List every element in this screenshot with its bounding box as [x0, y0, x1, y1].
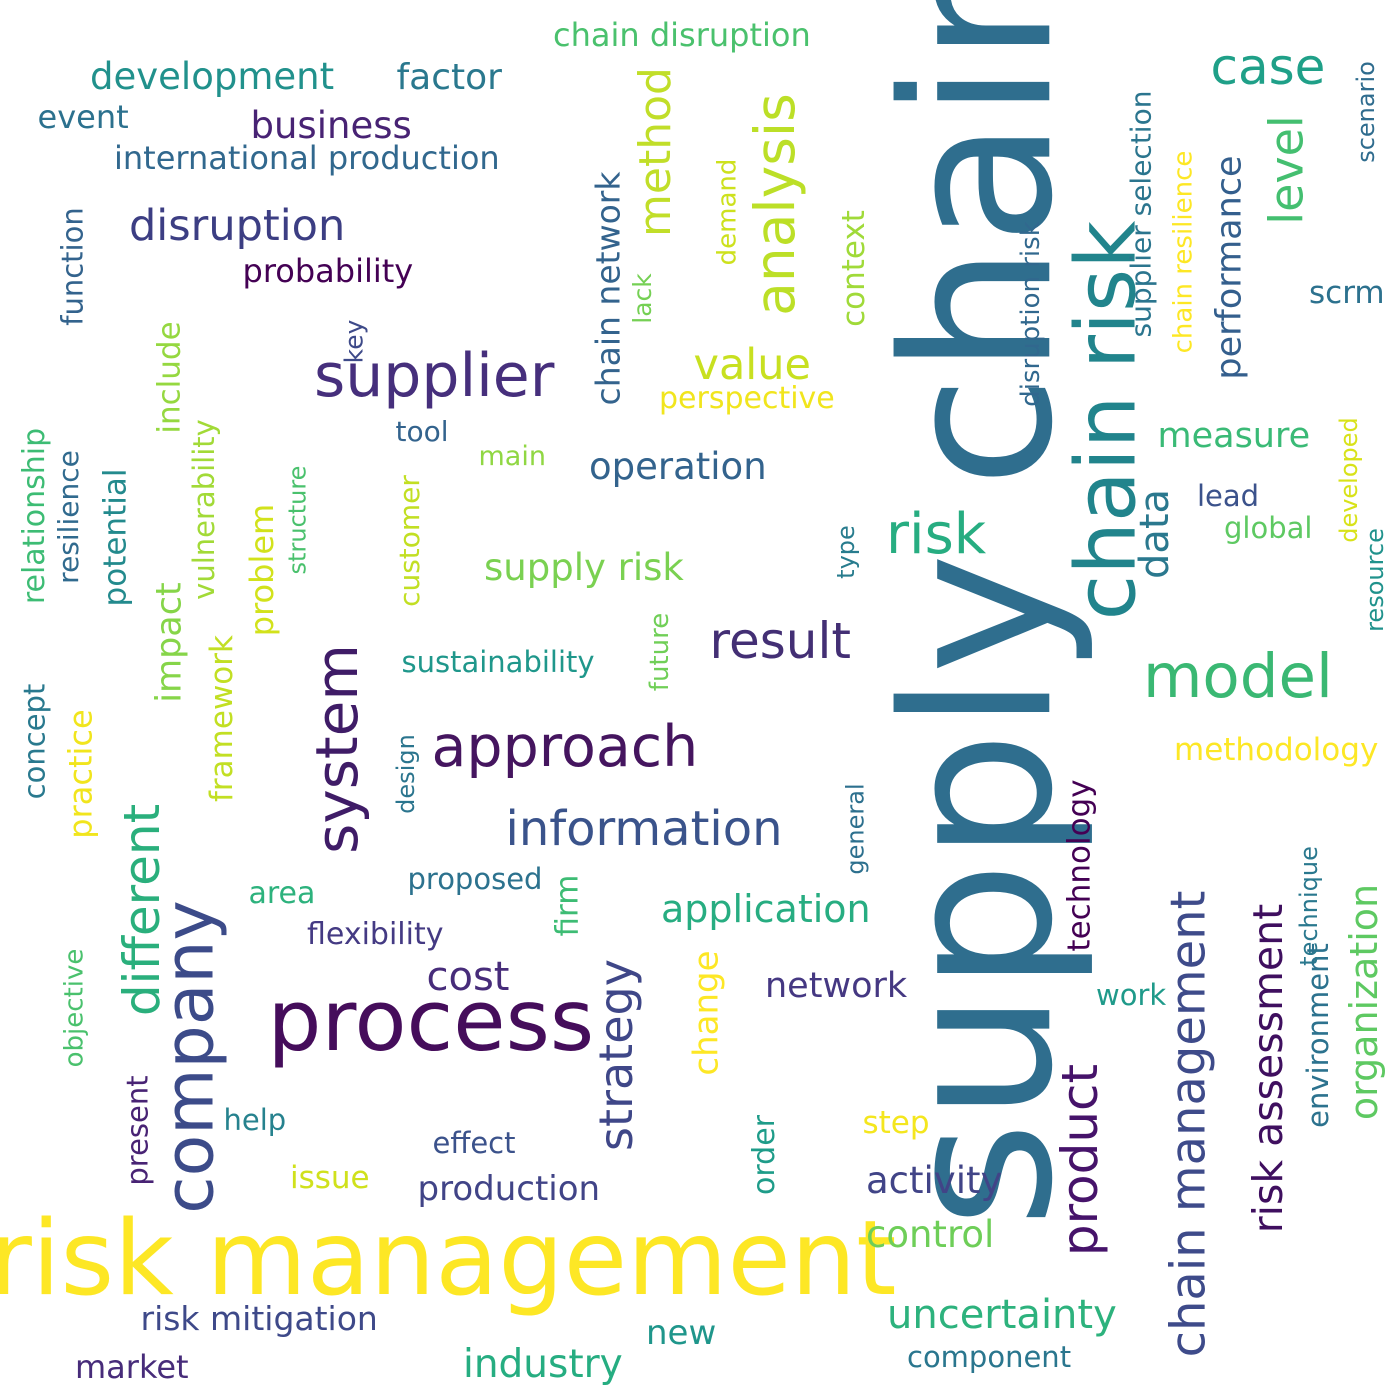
word-event: event [37, 98, 129, 136]
word-problem: problem [243, 503, 282, 637]
word-general: general [841, 783, 870, 875]
word-environment: environment [1300, 942, 1335, 1128]
word-scenario: scenario [1351, 61, 1380, 163]
word-lead: lead [1197, 478, 1260, 513]
word-global: global [1224, 510, 1313, 545]
word-factor: factor [396, 57, 502, 98]
word-information: information [505, 801, 783, 857]
word-component: component [907, 1339, 1072, 1374]
word-sustainability: sustainability [401, 644, 595, 679]
word-resource: resource [1360, 528, 1389, 632]
word-flexibility: flexibility [307, 917, 444, 952]
word-business: business [250, 103, 412, 147]
word-analysis: analysis [742, 92, 807, 316]
word-supplier: supplier [314, 341, 555, 411]
word-methodology: methodology [1174, 731, 1379, 768]
word-approach: approach [431, 713, 699, 780]
word-help: help [223, 1102, 287, 1137]
word-system: system [302, 644, 371, 854]
word-international-production: international production [114, 139, 500, 177]
word-different: different [113, 803, 172, 1017]
word-supply-risk: supply risk [484, 545, 684, 589]
word-method: method [629, 67, 681, 237]
word-include: include [151, 320, 188, 434]
word-potential: potential [97, 468, 134, 606]
word-effect: effect [432, 1125, 516, 1160]
word-new: new [646, 1313, 717, 1353]
word-function: function [55, 206, 90, 326]
word-performance: performance [1209, 154, 1250, 380]
word-measure: measure [1157, 415, 1311, 456]
word-developed: developed [1334, 417, 1363, 543]
word-value: value [693, 339, 811, 390]
word-customer: customer [392, 475, 426, 607]
word-probability: probability [242, 252, 414, 290]
word-control: control [866, 1212, 995, 1256]
word-disruption: disruption [129, 200, 346, 251]
word-supply-chain: supply chain [860, 0, 1099, 1228]
word-data: data [1132, 488, 1179, 580]
word-model: model [1143, 640, 1333, 712]
word-practice: practice [61, 709, 100, 839]
word-operation: operation [589, 444, 767, 488]
word-tool: tool [395, 415, 449, 448]
word-vulnerability: vulnerability [186, 418, 221, 600]
word-structure: structure [282, 465, 311, 575]
word-proposed: proposed [407, 861, 543, 896]
word-risk: risk [886, 502, 987, 567]
word-scrm: scrm [1309, 274, 1385, 311]
word-cost: cost [426, 954, 510, 1000]
word-concept: concept [17, 683, 52, 799]
word-market: market [75, 1348, 189, 1386]
word-framework: framework [203, 634, 240, 802]
word-step: step [862, 1104, 930, 1141]
word-risk-mitigation: risk mitigation [140, 1298, 378, 1338]
word-demand: demand [711, 158, 742, 266]
word-development: development [90, 54, 335, 98]
word-product: product [1051, 1063, 1110, 1257]
word-supplier-selection: supplier selection [1123, 90, 1157, 338]
word-case: case [1210, 38, 1326, 96]
word-firm: firm [549, 874, 586, 936]
word-activity: activity [866, 1158, 1003, 1202]
word-technology: technology [1061, 778, 1098, 952]
word-risk-assessment: risk assessment [1243, 903, 1292, 1233]
word-order: order [747, 1115, 782, 1195]
word-relationship: relationship [17, 427, 53, 605]
word-chain-resilience: chain resilience [1167, 150, 1198, 354]
word-impact: impact [149, 581, 190, 703]
word-result: result [709, 612, 851, 670]
word-perspective: perspective [659, 381, 835, 416]
word-main: main [478, 440, 546, 472]
word-issue: issue [290, 1159, 370, 1196]
word-present: present [120, 1074, 155, 1186]
word-uncertainty: uncertainty [887, 1292, 1117, 1338]
word-lack: lack [627, 272, 657, 324]
word-context: context [835, 209, 872, 327]
word-area: area [248, 876, 316, 911]
word-type: type [831, 525, 860, 579]
word-network: network [765, 965, 908, 1006]
word-chain-network: chain network [588, 171, 628, 405]
word-technique: technique [1294, 846, 1323, 966]
word-chain-management: chain management [1159, 890, 1216, 1358]
word-key: key [339, 319, 369, 363]
word-level: level [1259, 115, 1314, 225]
word-disruption-risk: disruption risk [1015, 221, 1046, 407]
word-objective: objective [58, 948, 89, 1068]
word-future: future [645, 612, 676, 692]
word-work: work [1096, 977, 1167, 1012]
word-industry: industry [463, 1341, 623, 1387]
word-application: application [661, 887, 871, 931]
word-design: design [391, 734, 420, 814]
word-chain-disruption: chain disruption [553, 16, 811, 54]
word-process: process [267, 971, 595, 1071]
word-resilience: resilience [51, 450, 85, 584]
word-risk-management: risk management [0, 1198, 897, 1319]
word-organization: organization [1342, 883, 1387, 1121]
word-strategy: strategy [588, 959, 643, 1151]
word-production: production [417, 1169, 601, 1209]
word-change: change [686, 950, 727, 1076]
